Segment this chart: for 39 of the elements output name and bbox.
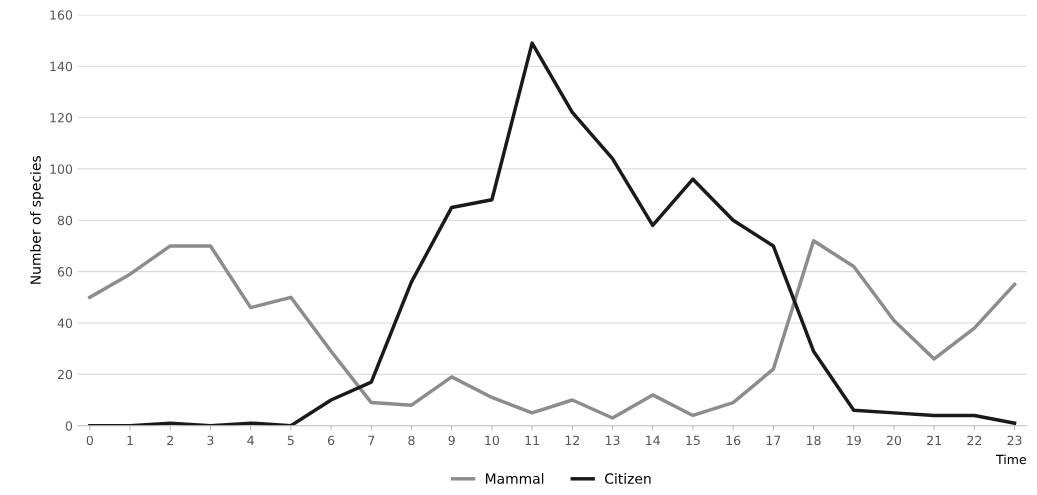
x-tick-label: 9	[448, 435, 455, 446]
x-tick-label: 20	[886, 435, 902, 446]
x-tick-label: 1	[127, 435, 133, 445]
x-tick-label: 22	[967, 435, 982, 445]
x-tick-label: 8	[408, 435, 415, 446]
x-tick-label: 21	[927, 435, 941, 445]
line-series	[88, 239, 1017, 420]
y-tick-label: 120	[50, 113, 73, 123]
x-tick-label: 13	[605, 435, 620, 446]
x-tick-label: 16	[726, 435, 741, 446]
y-tick-label: 20	[57, 369, 73, 380]
legend-label: Citizen	[605, 473, 651, 484]
y-tick-label: 140	[50, 61, 73, 72]
x-tick-label: 19	[847, 435, 861, 446]
x-axis-title: Time	[996, 454, 1026, 465]
x-tick-label: 3	[207, 435, 214, 446]
y-tick-label: 40	[57, 318, 73, 328]
x-tick-label: 4	[247, 435, 254, 445]
x-tick-label: 2	[167, 435, 173, 445]
x-tick-label: 17	[766, 435, 781, 445]
line-series	[88, 41, 1017, 426]
x-tick-label: 15	[686, 435, 700, 446]
y-axis-title: Number of species	[30, 156, 44, 284]
y-tick-label: 160	[50, 10, 73, 20]
x-tick-label: 6	[327, 435, 335, 446]
x-tick-label: 23	[1007, 435, 1022, 446]
y-tick-label: 80	[57, 215, 73, 226]
x-tick-label: 0	[86, 435, 93, 446]
x-tick-label: 14	[646, 435, 660, 445]
x-tick-label: 10	[485, 435, 500, 446]
x-tick-label: 12	[565, 435, 580, 445]
legend-label: Mammal	[485, 473, 544, 484]
x-tick-label: 7	[368, 435, 375, 445]
y-tick-label: 60	[57, 267, 73, 277]
y-tick-label: 100	[50, 164, 73, 174]
x-tick-label: 11	[525, 435, 539, 445]
x-tick-label: 18	[806, 435, 821, 446]
x-tick-label: 5	[287, 435, 294, 446]
y-tick-label: 0	[65, 421, 73, 431]
